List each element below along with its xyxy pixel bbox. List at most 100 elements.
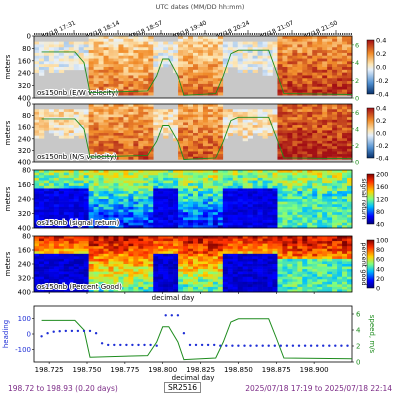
heatmap-cell [317, 117, 323, 121]
heatmap-cell [34, 238, 40, 242]
heatmap-cell [292, 64, 298, 68]
heatmap-cell [143, 122, 149, 126]
heatmap-cell [68, 206, 75, 210]
heatmap-cell [58, 125, 65, 129]
heatmap-cell [83, 279, 89, 283]
heatmap-cell [252, 47, 258, 51]
heatmap-cell [113, 75, 119, 79]
heatmap-cell [242, 246, 248, 250]
heatmap-cell [34, 67, 40, 71]
heatmap-cell [183, 50, 189, 54]
heatmap-cell [207, 185, 214, 189]
heatmap-cell [217, 83, 224, 88]
heatmap-cell [188, 193, 194, 197]
heatmap-cell [272, 114, 278, 118]
heatmap-cell [227, 188, 234, 192]
heatmap-cell [327, 180, 333, 184]
heatmap-cell [242, 196, 248, 200]
heatmap-cell [197, 125, 204, 129]
heatmap-cell [267, 58, 273, 62]
heatmap-cell [103, 209, 109, 213]
heatmap-cell [282, 47, 288, 51]
heatmap-cell [222, 204, 229, 208]
heatmap-cell [83, 185, 89, 189]
heatmap-cell [148, 122, 154, 126]
heatmap-cell [108, 47, 114, 51]
heatmap-cell [148, 276, 154, 280]
heatmap-cell [217, 119, 224, 123]
heatmap-cell [98, 44, 104, 48]
heatmap-cell [148, 271, 154, 275]
heatmap-cell [342, 236, 348, 239]
heatmap-cell [143, 125, 149, 129]
heatmap-cell [217, 209, 224, 213]
heatmap-cell [207, 50, 214, 54]
heatmap-cell [207, 146, 214, 150]
heatmap-cell [202, 104, 209, 107]
heatmap-cell [73, 243, 80, 247]
heatmap-cell [272, 206, 278, 210]
heatmap-cell [282, 193, 288, 197]
heatmap-cell [217, 175, 224, 179]
heatmap-cell [163, 281, 169, 285]
heatmap-cell [178, 191, 184, 195]
heatmap-cell [123, 78, 129, 82]
heatmap-cell [178, 75, 184, 79]
heatmap-cell [347, 138, 353, 142]
heatmap-cell [34, 289, 40, 293]
heatmap-cell [93, 117, 99, 121]
heatmap-cell [312, 86, 318, 90]
heatmap-cell [173, 201, 179, 205]
heatmap-cell [188, 138, 194, 142]
heatmap-cell [242, 111, 248, 115]
heatmap-cell [153, 276, 159, 280]
heatmap-cell [307, 248, 313, 252]
heatmap-cell [93, 151, 99, 155]
heatmap-cell [282, 67, 288, 71]
heatmap-cell [202, 188, 209, 192]
heatmap-cell [262, 281, 268, 285]
heatmap-cell [63, 266, 70, 270]
heatmap-cell [287, 170, 293, 173]
heatmap-cell [163, 246, 169, 250]
heatmap-cell [108, 253, 114, 257]
heatmap-cell [168, 183, 174, 187]
top-axis: UTC dates (MM/DD hh:mm) 07/18 17:31 07/18… [34, 3, 352, 41]
heatmap-cell [53, 276, 60, 280]
heatmap-cell [297, 243, 303, 247]
heatmap-cell [227, 253, 234, 257]
heatmap-cell [332, 111, 338, 115]
heatmap-cell [247, 114, 253, 118]
heatmap-cell [197, 264, 204, 267]
heatmap-cell [43, 284, 50, 288]
heatmap-cell [83, 44, 89, 48]
heatmap-cell [332, 175, 338, 179]
heatmap-cell [183, 251, 189, 255]
heatmap-cell [133, 193, 139, 197]
heatmap-cell [123, 143, 129, 147]
heatmap-cell [262, 47, 268, 51]
heatmap-cell [247, 172, 253, 176]
heatmap-cell [143, 185, 149, 189]
heatmap-cell [272, 41, 278, 45]
heatmap-cell [103, 241, 109, 244]
heatmap-cell [282, 72, 288, 76]
heatmap-cell [252, 127, 258, 131]
heatmap-cell [332, 154, 338, 158]
heatmap-cell [282, 146, 288, 150]
heatmap-cell [297, 274, 303, 278]
y-tick-label: 160 [18, 181, 31, 189]
heatmap-cell [193, 271, 199, 275]
heatmap-cell [227, 111, 234, 115]
heatmap-cell [173, 122, 179, 126]
heatmap-cell [312, 52, 318, 57]
heatmap-cell [148, 133, 154, 136]
heatmap-cell [227, 44, 234, 48]
heatmap-cell [193, 64, 199, 68]
heatmap-cell [322, 47, 328, 51]
heatmap-cell [217, 135, 224, 139]
heatmap-cell [133, 83, 139, 88]
heatmap-cell [53, 253, 60, 257]
heatmap-cell [207, 225, 214, 229]
heatmap-cell [34, 220, 40, 224]
